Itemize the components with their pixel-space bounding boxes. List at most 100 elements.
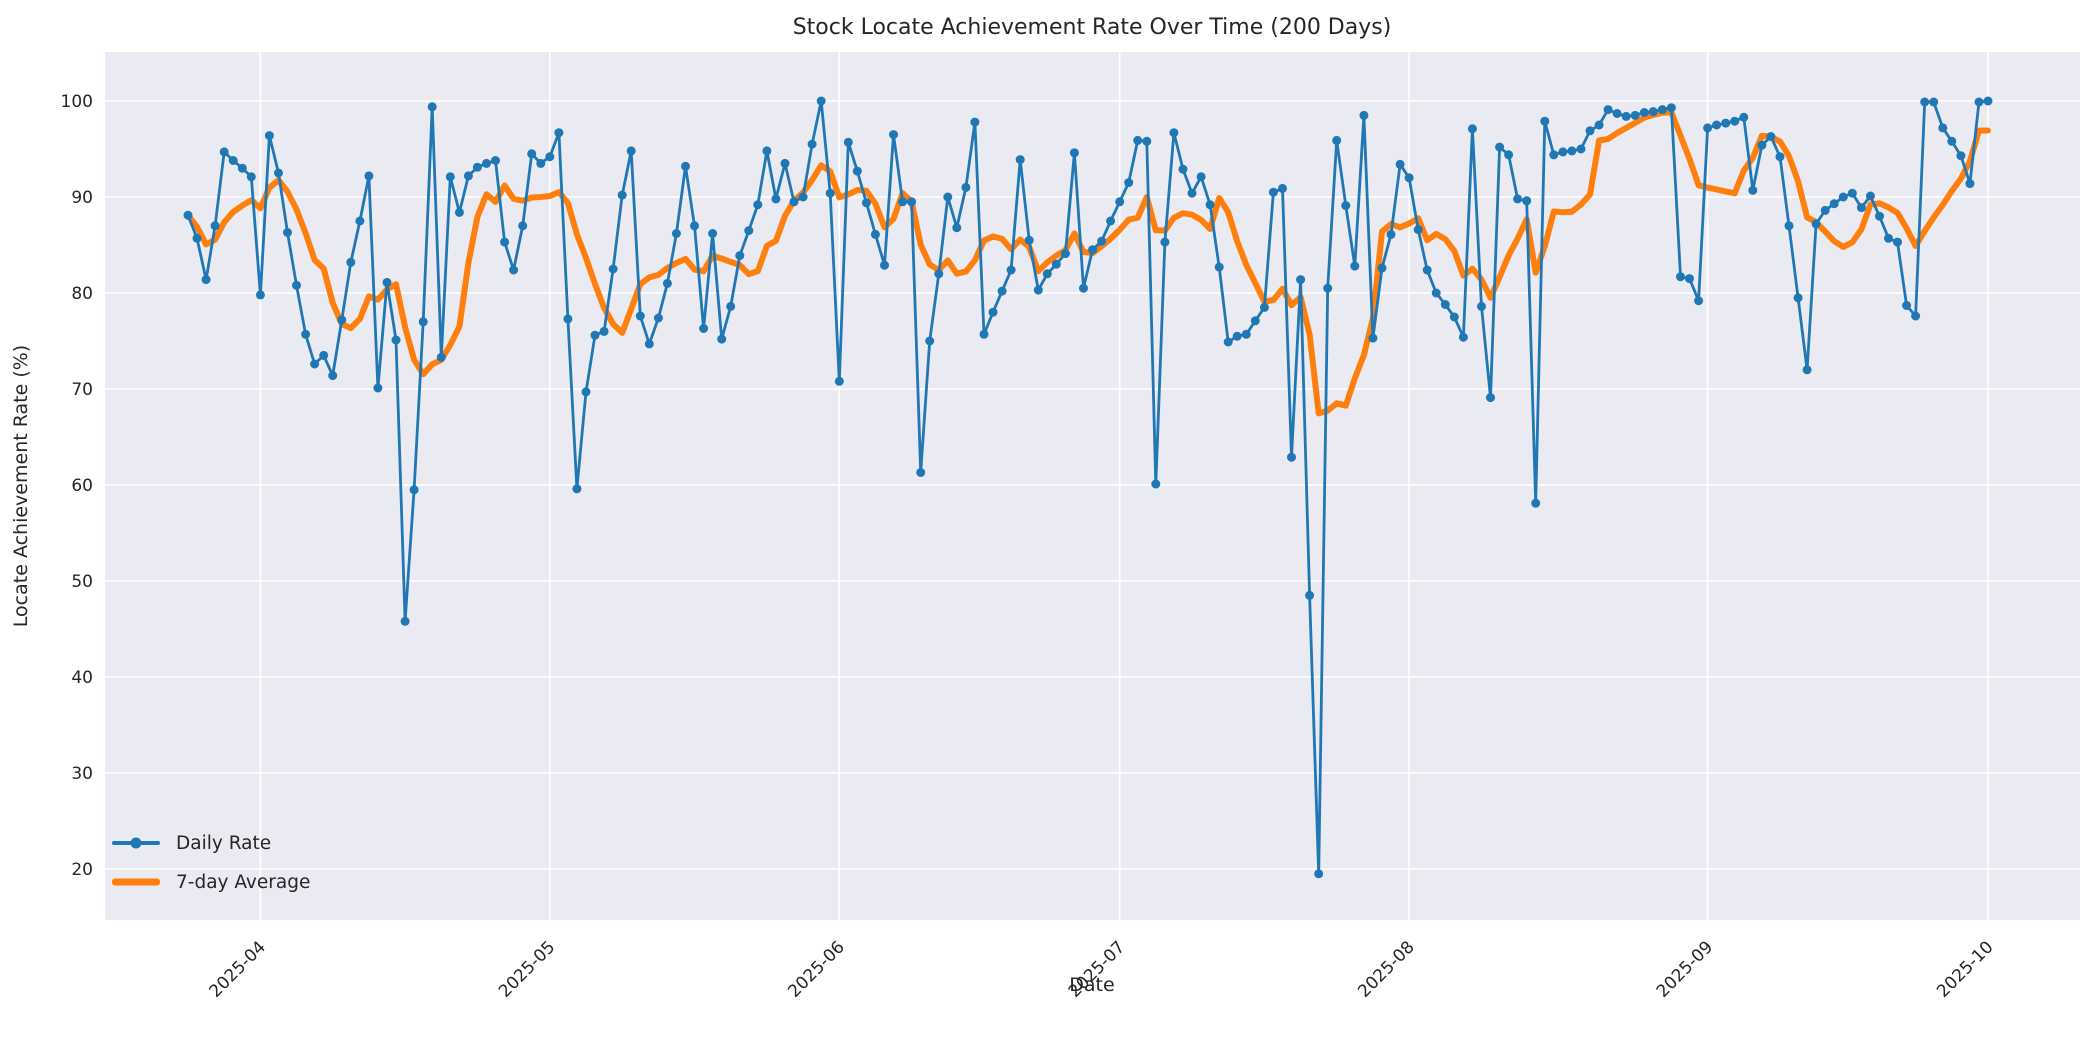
data-point [310,359,320,369]
data-point [391,335,401,345]
data-point [1576,144,1586,154]
data-point [789,197,799,207]
data-point [898,197,908,207]
data-point [1648,107,1658,117]
data-point [988,307,998,317]
data-point [1350,261,1360,271]
data-point [1449,312,1459,322]
data-point [1413,225,1423,235]
data-point [1666,103,1676,113]
data-point [1721,118,1731,128]
data-point [328,371,338,381]
data-point [201,275,211,285]
data-point [183,210,193,220]
data-point [798,192,808,202]
y-axis-label: Locate Achievement Rate (%) [10,345,32,627]
data-point [1142,136,1152,146]
legend-item-daily-rate: Daily Rate [112,828,310,858]
data-point [852,166,862,176]
data-point [1676,272,1685,282]
data-point [518,221,528,231]
data-point [644,339,654,349]
data-point [1395,159,1405,169]
data-point [1712,120,1722,130]
data-point [1820,205,1830,215]
data-point [1929,97,1939,107]
data-point [264,131,274,141]
daily-line-series [183,96,1993,879]
data-point [1151,479,1161,489]
data-point [816,96,826,106]
data-point [834,376,844,386]
legend-line-sample [112,878,160,886]
data-point [943,192,953,202]
data-point [536,158,546,168]
data-point [1612,109,1622,118]
data-point [1685,274,1694,284]
data-point [246,172,256,182]
data-point [889,130,898,140]
data-point [491,156,500,165]
data-point [1703,123,1713,133]
average-swatch-icon [112,867,160,897]
data-point [1585,126,1595,136]
data-point [1377,263,1387,273]
data-point [237,163,247,173]
data-point [590,330,600,340]
data-point [1793,293,1803,303]
data-point [482,158,491,168]
data-point [907,197,917,207]
data-point [1368,333,1378,343]
data-point [1838,192,1848,202]
data-point [1477,301,1486,311]
legend-label: Daily Rate [176,832,272,854]
data-point [1196,172,1206,182]
daily-rate-swatch-icon [112,828,160,858]
data-point [970,117,980,127]
data-point [861,198,871,208]
data-point [708,229,718,238]
data-point [1739,112,1749,122]
y-tick-label: 80 [71,284,93,304]
data-point [337,315,347,325]
data-point [1069,148,1079,158]
y-tick-label: 90 [71,188,93,208]
data-point [382,277,392,287]
data-point [699,324,709,333]
data-point [626,146,636,156]
data-point [961,182,971,192]
x-tick-label: 2025-09 [1653,937,1717,1001]
data-point [1522,196,1532,206]
data-point [1187,188,1197,198]
data-point [1513,194,1523,204]
data-point [355,216,365,226]
data-point [753,200,763,210]
data-point [228,156,238,165]
data-point [581,387,591,397]
data-point [1938,123,1948,133]
data-point [1911,311,1921,321]
data-point [1133,135,1143,145]
legend-item-7-day-average: 7-day Average [112,867,310,897]
data-point [1404,173,1414,183]
data-point [1549,150,1559,160]
data-point [563,314,573,324]
data-point [1006,265,1016,275]
data-point [1540,116,1550,126]
data-point [1115,197,1125,207]
data-point [690,221,699,231]
x-tick-label: 2025-10 [1933,937,1997,1001]
y-tick-label: 30 [71,764,93,784]
average-line-series [185,109,1991,417]
data-point [1531,498,1541,508]
data-point [1495,142,1505,152]
data-point [1287,452,1296,462]
data-point [1386,229,1396,239]
data-point [1621,111,1631,121]
data-point [1169,128,1179,138]
data-point [780,158,790,168]
chart-title: Stock Locate Achievement Rate Over Time … [793,15,1392,40]
data-point [436,352,446,362]
data-point [1060,249,1070,259]
